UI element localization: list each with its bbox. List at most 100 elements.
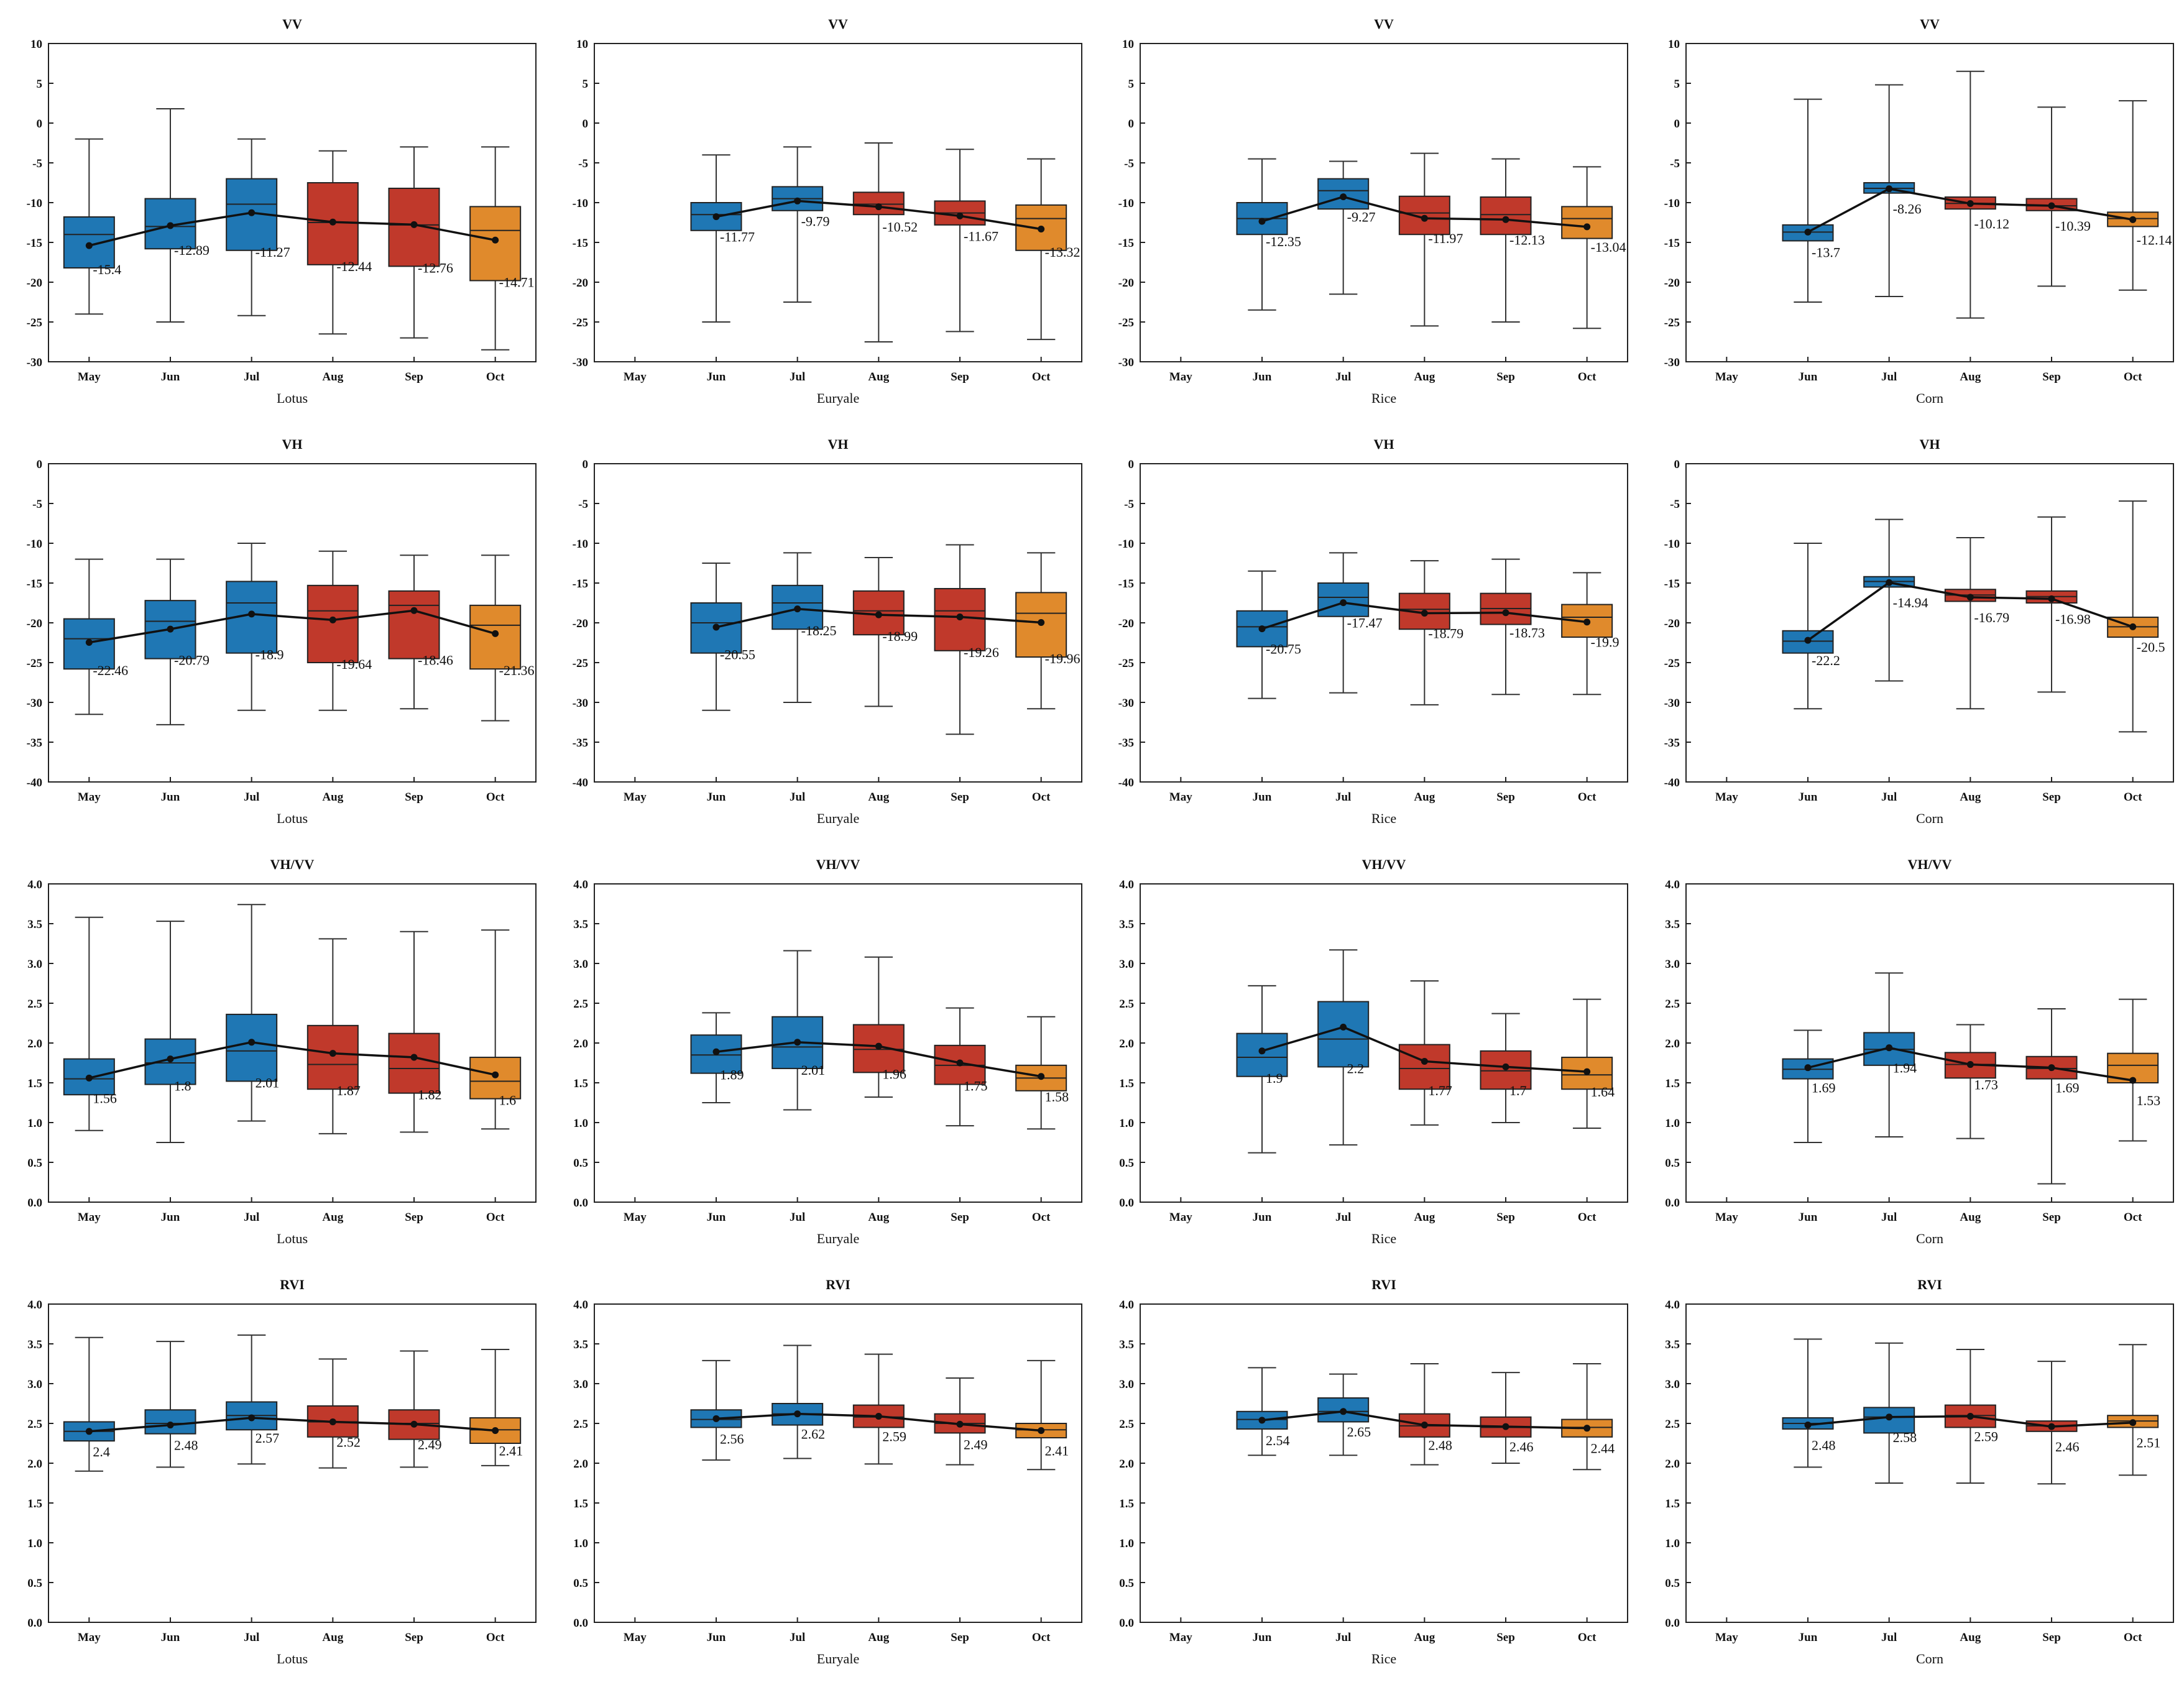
mean-point (1583, 1068, 1591, 1075)
iqr-box (1015, 592, 1067, 658)
mean-value-label: -18.73 (1509, 625, 1545, 641)
x-tick-label: Oct (1578, 1211, 1597, 1224)
plot-frame (594, 1303, 1082, 1623)
y-tick-label: 2.0 (1665, 1037, 1680, 1050)
x-axis-label: Lotus (277, 1651, 308, 1666)
y-tick-label: -5 (578, 498, 588, 511)
mean-trend-line (88, 1041, 496, 1080)
chart-svg: VH/VV 4.0 3.5 3.0 2.5 2.0 1.5 1.0 0.5 0.0 May Jun Ju… (27, 857, 537, 1246)
x-axis-label: Corn (1916, 390, 1943, 406)
chart-svg: VV 10 5 0 -5 -10 -15 -20 -25 -30 May Jun Jul Aug Sep Oc… (1118, 16, 1628, 406)
x-tick-label: Oct (2124, 791, 2142, 804)
mean-point (1258, 625, 1266, 633)
x-tick-label: Sep (405, 1631, 423, 1644)
mean-trend-line (89, 609, 496, 644)
chart-svg: VH 0 -5 -10 -15 -20 -25 -30 -35 -40 May Jun Jul Aug Se… (27, 436, 537, 826)
box-sep (934, 544, 986, 735)
y-tick-label: 2.0 (573, 1037, 588, 1050)
mean-value-label: -11.67 (964, 228, 998, 244)
x-tick-label: Jul (244, 791, 259, 804)
y-tick-label: 1.0 (27, 1537, 42, 1550)
box-jul (1863, 972, 1915, 1138)
mean-point (794, 1039, 801, 1046)
box-aug (306, 150, 359, 335)
y-tick-label: -5 (32, 157, 42, 170)
y-tick-label: -10 (27, 197, 42, 210)
mean-point (712, 623, 720, 631)
x-axis-label: Euryale (817, 1231, 859, 1246)
iqr-box (1317, 582, 1370, 617)
y-tick-label: 3.0 (573, 958, 588, 971)
y-tick-label: -30 (1118, 356, 1134, 369)
y-tick-label: -35 (1118, 737, 1134, 750)
x-tick-label: Jul (1335, 370, 1351, 384)
x-tick-label: Jul (1881, 370, 1897, 384)
mean-point (2129, 1077, 2137, 1084)
chart-title: VH/VV (1908, 857, 1952, 872)
mean-value-label: -13.32 (1045, 244, 1080, 260)
mean-point (1804, 228, 1812, 236)
y-tick-label: -25 (1664, 316, 1680, 329)
y-tick-label: 5 (1128, 78, 1135, 91)
y-tick-label: -30 (1118, 697, 1134, 710)
y-tick-label: 0.5 (27, 1577, 42, 1590)
x-tick-label: Jun (707, 1211, 726, 1224)
y-tick-label: -30 (27, 697, 42, 710)
mean-value-label: -12.44 (336, 259, 372, 274)
mean-value-label: 1.87 (336, 1083, 361, 1098)
box-jun (1782, 543, 1834, 710)
y-tick-label: -15 (1118, 577, 1134, 591)
mean-value-label: -11.77 (720, 229, 755, 245)
chart-panel: RVI 4.0 3.5 3.0 2.5 2.0 1.5 1.0 0.5 0.0 May Jun Jul A… (1638, 1261, 2183, 1681)
mean-value-label: 2.48 (1812, 1438, 1836, 1453)
x-tick-label: Jun (1253, 370, 1272, 384)
mean-point (167, 1422, 174, 1429)
chart-panel: VH 0 -5 -10 -15 -20 -25 -30 -35 -40 May Jun Jul Aug Se… (546, 420, 1092, 840)
y-tick-label: -20 (27, 277, 42, 290)
mean-point (167, 1055, 174, 1063)
mean-value-label: 1.69 (2055, 1080, 2080, 1096)
mean-point (2129, 623, 2137, 630)
x-tick-label: Jun (707, 791, 726, 804)
x-tick-label: Aug (322, 370, 343, 384)
iqr-box (388, 590, 440, 659)
y-tick-label: 3.5 (1665, 1338, 1680, 1351)
y-tick-label: 1.0 (573, 1537, 588, 1550)
x-tick-label: May (1715, 1211, 1738, 1224)
mean-value-label: -14.94 (1893, 595, 1928, 610)
plot-frame (1140, 883, 1628, 1203)
mean-point (1966, 1412, 1974, 1420)
chart-title: RVI (826, 1277, 850, 1292)
y-tick-label: 1.0 (1119, 1117, 1134, 1130)
mean-point (1258, 218, 1266, 225)
mean-value-label: 1.9 (1266, 1070, 1283, 1086)
mean-value-label: 1.56 (93, 1090, 117, 1106)
x-tick-label: Jun (161, 370, 180, 384)
mean-point (329, 1418, 336, 1425)
x-tick-label: May (624, 1211, 647, 1224)
y-tick-label: 4.0 (1119, 1298, 1134, 1312)
mean-value-label: 1.53 (2137, 1093, 2161, 1108)
x-tick-label: Aug (322, 1211, 343, 1224)
x-tick-label: Jul (244, 1211, 259, 1224)
plot-frame (594, 883, 1082, 1203)
x-tick-label: Aug (1960, 370, 1981, 384)
x-tick-label: Jul (790, 1211, 805, 1224)
y-tick-label: 2.5 (27, 998, 42, 1011)
box-oct (1561, 166, 1613, 329)
box-jul (1317, 949, 1370, 1146)
chart-panel: VV 10 5 0 -5 -10 -15 -20 -25 -30 May Jun Jul Aug Sep Oc… (1092, 0, 1638, 420)
iqr-box (388, 1032, 440, 1094)
y-tick-label: 0.0 (27, 1197, 42, 1210)
chart-panel: VV 10 5 0 -5 -10 -15 -20 -25 -30 May Jun Jul Aug Sep Oc… (546, 0, 1092, 420)
y-tick-label: -30 (1664, 697, 1680, 710)
y-tick-label: -30 (573, 697, 588, 710)
y-tick-label: 3.5 (573, 918, 588, 931)
x-tick-label: Sep (951, 370, 969, 384)
chart-title: VV (1920, 16, 1940, 32)
x-tick-label: Sep (951, 1631, 969, 1644)
iqr-box (1236, 1032, 1288, 1077)
chart-title: VH/VV (816, 857, 860, 872)
y-tick-label: -30 (27, 356, 42, 369)
mean-value-label: 2.49 (418, 1436, 442, 1452)
